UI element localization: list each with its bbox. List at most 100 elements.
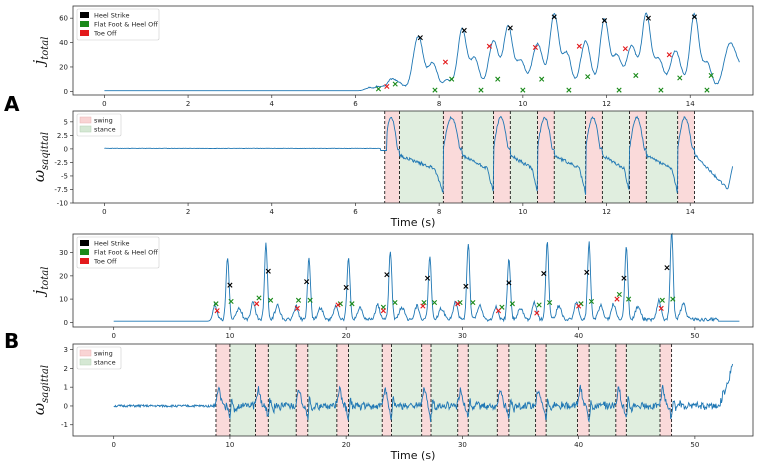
x-tick-label: 8 — [437, 208, 441, 216]
toe-off-marker — [455, 301, 461, 307]
legend-box — [76, 8, 160, 41]
x-tick-label: 0 — [111, 441, 115, 449]
flat-foot-heel-off-marker — [421, 299, 427, 306]
swing-span — [537, 111, 555, 203]
heel-strike-marker — [417, 35, 423, 41]
chart-a-jerk: 0 2 4 6 8 10 12 14 0 20 40 60 jtotal Heel StrikeFlat … — [30, 5, 754, 108]
x-tick-label: 40 — [574, 441, 583, 449]
swing-span — [296, 344, 308, 436]
flat-foot-heel-off-marker — [670, 296, 676, 302]
swing-span — [629, 111, 647, 203]
y-tick-label: -5 — [61, 172, 68, 180]
stance-span — [268, 344, 297, 436]
legend-swatch — [79, 349, 92, 357]
y-tick-label: -1 — [61, 421, 68, 429]
flat-foot-heel-off-marker — [566, 87, 572, 93]
y-tick-label: 40 — [59, 39, 68, 47]
legend-swatch — [80, 258, 89, 264]
swing-span — [215, 344, 230, 436]
x-tick-label: 4 — [270, 100, 275, 108]
swing-span — [585, 111, 603, 203]
flat-foot-heel-off-marker — [295, 297, 302, 303]
flat-foot-heel-off-marker — [213, 301, 219, 307]
toe-off-marker — [576, 43, 582, 49]
x-tick-label: 50 — [690, 332, 699, 340]
heel-strike-marker — [551, 14, 557, 20]
x-tick-label: 4 — [270, 208, 275, 216]
y-axis-label: ωsaqittal — [30, 132, 51, 182]
flat-foot-heel-off-marker — [659, 297, 665, 303]
heel-strike-marker — [343, 284, 349, 291]
flat-foot-heel-off-marker — [536, 302, 542, 308]
toe-off-marker — [486, 43, 492, 49]
jerk-series-line — [113, 232, 740, 323]
flat-foot-heel-off-marker — [708, 72, 714, 79]
legend-swatch — [79, 125, 92, 133]
y-axis-label-sub: sagittal — [40, 365, 51, 403]
flat-foot-heel-off-marker — [546, 299, 553, 306]
stance-span — [391, 344, 422, 436]
swing-span — [421, 344, 432, 436]
y-axis-label-sub: saqittal — [40, 132, 51, 170]
toe-off-marker — [420, 303, 426, 309]
toe-off-marker — [658, 305, 664, 311]
legend-label: Flat Foot & Heel Off — [94, 249, 158, 257]
x-tick-label: 30 — [458, 441, 467, 449]
legend-label: swing — [94, 117, 113, 125]
legend-label: stance — [94, 359, 116, 367]
stance-span — [468, 344, 498, 436]
swing-span — [677, 111, 695, 203]
angular-velocity-series-line — [104, 115, 734, 195]
legend-swatch — [80, 12, 89, 18]
plot-frame — [72, 5, 754, 96]
flat-foot-heel-off-marker — [268, 297, 274, 303]
swing-span — [255, 344, 269, 436]
flat-foot-heel-off-marker — [432, 87, 438, 93]
y-tick-label: -2.5 — [54, 159, 68, 167]
flat-foot-heel-off-marker — [478, 87, 484, 93]
flat-foot-heel-off-marker — [375, 86, 382, 92]
toe-off-marker — [294, 305, 300, 311]
flat-foot-heel-off-marker — [307, 297, 313, 303]
heel-strike-marker — [584, 269, 590, 275]
toe-off-marker — [532, 44, 538, 51]
swing-span — [382, 344, 392, 436]
flat-foot-heel-off-marker — [677, 75, 683, 81]
stance-span — [462, 111, 494, 203]
x-tick-label: 0 — [111, 332, 115, 340]
x-tick-label: 40 — [574, 332, 583, 340]
x-tick-label: 30 — [458, 332, 467, 340]
flat-foot-heel-off-marker — [658, 87, 664, 93]
toe-off-marker — [380, 308, 386, 314]
x-tick-label: 12 — [602, 208, 611, 216]
y-tick-label: 10 — [59, 296, 68, 304]
x-tick-label: 8 — [437, 100, 441, 108]
swing-span — [660, 344, 672, 436]
toe-off-marker — [622, 46, 628, 52]
toe-off-marker — [495, 308, 502, 314]
chart-b-jerk: 0 10 20 30 40 50 0 10 20 30 jtotal Heel StrikeFlat … — [30, 232, 754, 340]
x-tick-label: 6 — [353, 100, 358, 108]
y-axis-label: jtotal — [30, 37, 51, 68]
stance-span — [546, 344, 578, 436]
y-tick-label: 0 — [64, 145, 68, 153]
flat-foot-heel-off-marker — [539, 76, 545, 82]
y-tick-label: 0 — [64, 402, 68, 410]
y-tick-label: 60 — [59, 15, 68, 23]
swing-span — [577, 344, 590, 436]
panel-letter-a: A — [4, 92, 20, 116]
toe-off-marker — [534, 310, 540, 316]
legend-label: stance — [94, 126, 116, 134]
flat-foot-heel-off-marker — [616, 291, 622, 298]
flat-foot-heel-off-marker — [520, 87, 526, 93]
flat-foot-heel-off-marker — [392, 299, 398, 306]
y-axis-label-sub: total — [40, 37, 51, 60]
stance-span — [646, 111, 678, 203]
x-tick-label: 10 — [225, 332, 234, 340]
swing-span — [336, 344, 349, 436]
